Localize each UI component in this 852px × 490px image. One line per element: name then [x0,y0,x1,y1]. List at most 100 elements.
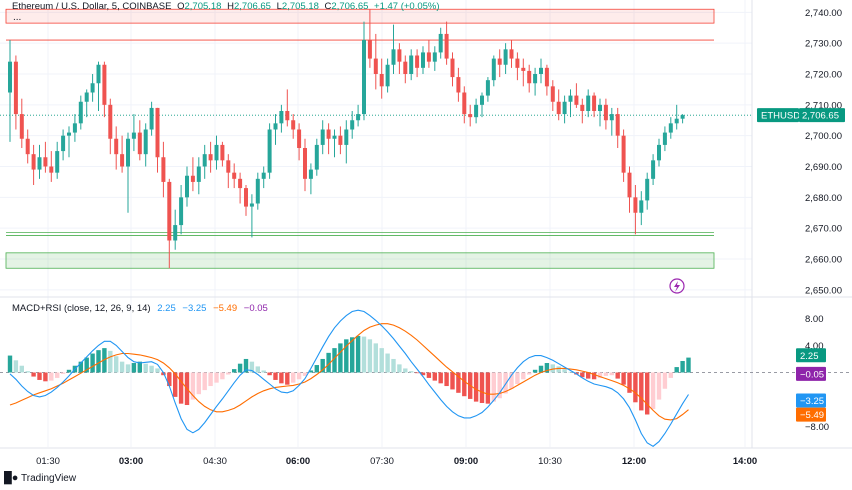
candle-body [96,64,101,84]
candle-body [497,58,502,65]
macd-histogram-bar [420,372,426,376]
candle-body [432,52,437,62]
candle-body [533,74,538,84]
candle-body [155,107,160,158]
time-axis-label: 06:00 [286,456,310,467]
macd-histogram-bar [114,356,119,373]
macd-histogram-bar [125,364,131,373]
candle-body [586,95,591,111]
last-price-tag-label: 2,706.65 [802,111,839,122]
macd-histogram-bar [78,361,83,373]
macd-axis-label: 4.00 [805,341,824,352]
macd-histogram-bar [503,372,508,394]
histogram-value-tag [796,366,826,381]
candle-body [544,67,549,87]
candle-body [72,123,77,133]
close-value: 2,706.65 [331,1,369,12]
macd-histogram-bar [119,361,125,373]
candle-body [603,104,608,121]
macd-histogram-bar [273,372,278,380]
candle-body [645,178,650,201]
indicator-legend[interactable]: MACD+RSI (close, 12, 26, 9, 14) 2.25 −3.… [12,303,268,315]
macd-histogram-bar [49,372,54,381]
macd-histogram-bar [627,372,632,393]
candle-body [350,120,355,130]
candle-body [426,52,431,62]
macd-histogram-bar [84,357,89,373]
macd-histogram-bar [562,369,567,373]
time-axis-label: 09:00 [454,456,478,467]
candle-body [651,160,656,179]
macd-histogram-bar [261,370,266,373]
candle-body [179,197,184,226]
tradingview-brand[interactable]: █● TradingView [4,472,76,484]
high-value: 2,706.65 [233,1,271,12]
candle-body [8,61,12,93]
macd-histogram-bar [214,372,219,383]
tradingview-label: TradingView [21,473,77,484]
macd-histogram-bar [296,372,302,380]
more-button[interactable]: ... [13,12,22,23]
macd-histogram-bar [131,363,137,373]
candle-body [126,138,130,167]
macd-histogram-bar [479,372,485,403]
indicator-value-2: −3.25 [182,303,207,314]
rsi-value-tag-label: −3.25 [800,396,824,407]
macd-histogram-bar [379,348,384,373]
macd-histogram-bar [367,339,373,373]
macd-histogram-bar [102,348,107,373]
candle-body [615,114,620,136]
price-axis-label: 2,670.00 [805,224,842,235]
macd-histogram-bar [473,372,479,402]
macd-histogram-bar [302,372,308,376]
last-price-tag [799,108,845,123]
time-axis-label: 04:30 [203,456,227,467]
macd-histogram-bar [662,372,668,389]
candle-body [556,101,561,115]
macd-histogram-bar [255,366,260,373]
candle-body [438,33,443,53]
macd-histogram-bar [96,350,101,373]
candle-body [131,132,136,139]
macd-histogram-bar [173,372,178,397]
candle-body [633,197,638,213]
macd-histogram-bar [350,337,355,373]
macd-histogram-bar [19,365,24,373]
macd-histogram-bar [249,361,255,373]
signal-value-tag [796,407,826,422]
macd-histogram-bar [633,372,638,403]
candle-body [362,40,366,115]
candle-body [308,169,313,179]
macd-histogram-bar [7,355,13,373]
candle-body [19,114,24,139]
candle-body [190,175,195,182]
macd-histogram-bar [155,368,160,373]
candle-body [326,129,331,139]
candle-body [491,58,496,81]
candle-body [385,64,390,87]
macd-histogram-bar [580,372,585,378]
candle-body [31,154,36,170]
symbol-legend[interactable]: Ethereum / U.S. Dollar, 5, COINBASE O2,7… [12,0,440,13]
indicator-value-3: −5.49 [213,303,238,314]
macd-histogram-bar [521,372,526,380]
candle-body [78,101,83,124]
macd-histogram-bar [232,369,237,373]
macd-histogram-bar [403,368,408,373]
macd-histogram-bar [25,371,30,373]
candle-body [185,175,189,198]
candle-body [580,104,585,111]
macd-histogram-bar [338,343,343,373]
macd-histogram-bar [344,339,349,373]
symbol-tag-label: ETHUSD [761,111,800,122]
macd-histogram-bar [450,372,455,390]
support-zone [5,252,715,269]
candle-body [480,95,484,105]
candle-body [279,111,284,124]
time-axis-label: 01:30 [36,456,60,467]
candle-body [609,114,614,121]
candle-body [332,135,337,139]
price-axis-label: 2,710.00 [805,100,842,111]
lightning-bolt-icon [674,281,680,292]
macd-histogram-bar [597,372,603,378]
